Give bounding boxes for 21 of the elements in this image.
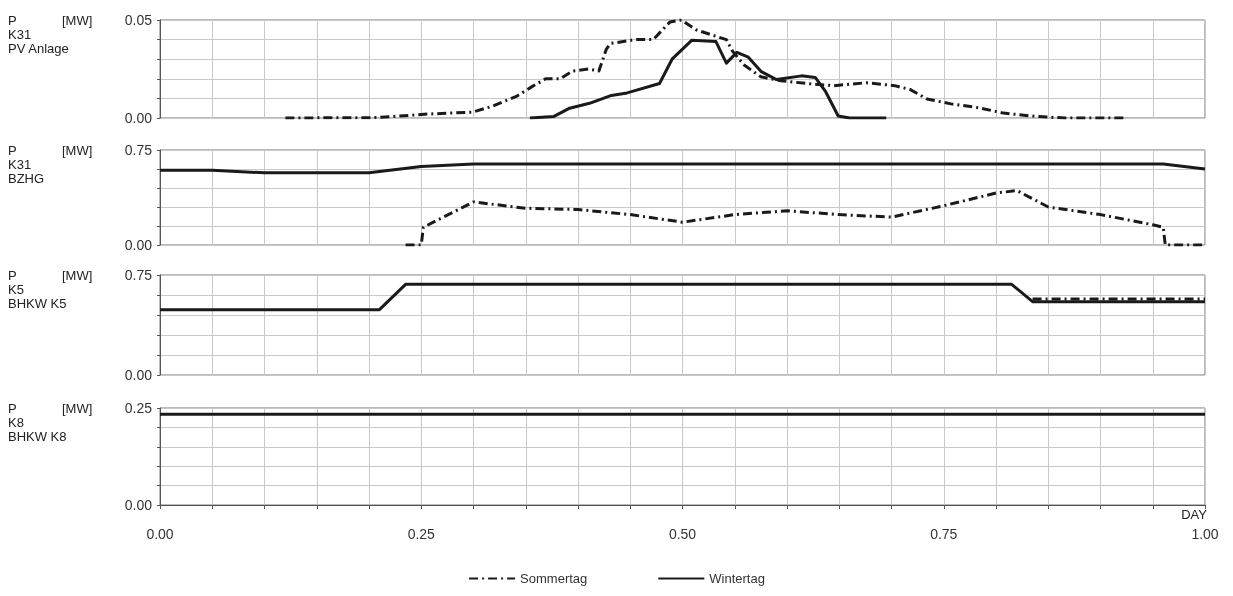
- legend-label: Wintertag: [709, 571, 765, 586]
- text: P [MW] K5 BHKW K5: [8, 268, 93, 311]
- y-tick-label: 0.00: [124, 110, 153, 126]
- x-tick-label: 0.00: [146, 526, 174, 542]
- y-tick-label: 0.00: [124, 367, 153, 383]
- x-tick-label: 1.00: [1191, 526, 1219, 542]
- x-tick-label: 0.50: [668, 526, 697, 542]
- y-tick-label: 0.00: [124, 237, 153, 253]
- legend-label: Sommertag: [520, 571, 588, 586]
- x-axis-title: DAY: [1181, 507, 1208, 522]
- y-tick-label: 0.75: [124, 267, 153, 283]
- x-tick-label: 0.75: [930, 526, 958, 542]
- y-tick-label: 0.00: [124, 497, 153, 513]
- line-series: [158, 162, 1207, 175]
- text: P [MW] K31 BZHG: [8, 143, 93, 186]
- y-tick-label: 0.05: [124, 12, 153, 28]
- text: P [MW] K31 PV Anlage: [8, 13, 93, 56]
- y-tick-label: 0.75: [124, 142, 153, 158]
- x-tick-label: 0.25: [407, 526, 436, 542]
- text: P [MW] K8 BHKW K8: [8, 401, 93, 444]
- y-tick-label: 0.25: [124, 400, 153, 416]
